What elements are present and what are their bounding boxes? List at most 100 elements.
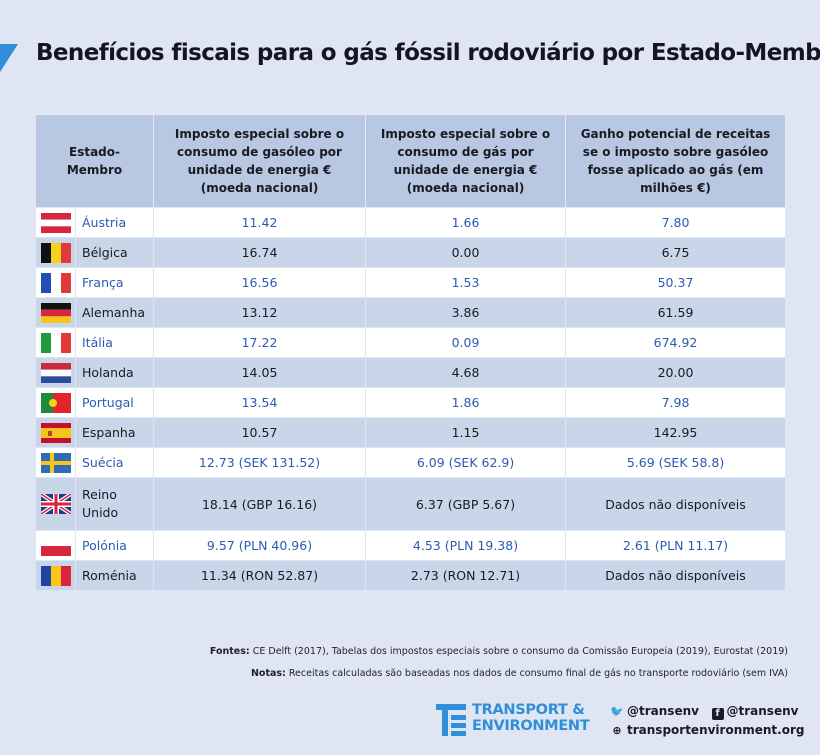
table-row: Alemanha 13.12 3.86 61.59 bbox=[35, 297, 787, 328]
country-name: Roménia bbox=[74, 560, 155, 591]
flag-cell bbox=[35, 297, 76, 328]
flag-cell bbox=[35, 237, 76, 268]
gas-tax-value: 6.37 (GBP 5.67) bbox=[365, 477, 567, 531]
country-name: Polónia bbox=[74, 530, 155, 561]
header-gas-tax: Imposto especial sobre o consumo de gás … bbox=[365, 114, 567, 208]
header-revenue-gain: Ganho potencial de receitas se o imposto… bbox=[565, 114, 787, 208]
sources-note: Fontes: CE Delft (2017), Tabelas dos imp… bbox=[210, 646, 788, 657]
gas-tax-value: 1.53 bbox=[365, 267, 567, 298]
revenue-gain-value: 6.75 bbox=[565, 237, 787, 268]
diesel-tax-value: 17.22 bbox=[153, 327, 367, 358]
gas-tax-value: 3.86 bbox=[365, 297, 567, 328]
portugal-flag-icon bbox=[40, 392, 71, 413]
flag-cell bbox=[35, 447, 76, 478]
tax-benefits-table: Estado-Membro Imposto especial sobre o c… bbox=[34, 114, 787, 591]
table-row: Portugal 13.54 1.86 7.98 bbox=[35, 387, 787, 418]
diesel-tax-value: 13.12 bbox=[153, 297, 367, 328]
revenue-gain-value: 50.37 bbox=[565, 267, 787, 298]
gas-tax-value: 6.09 (SEK 62.9) bbox=[365, 447, 567, 478]
diesel-tax-value: 9.57 (PLN 40.96) bbox=[153, 530, 367, 561]
table-row: Polónia 9.57 (PLN 40.96) 4.53 (PLN 19.38) 2… bbox=[35, 530, 787, 561]
flag-cell bbox=[35, 417, 76, 448]
country-name: França bbox=[74, 267, 155, 298]
revenue-gain-value: 674.92 bbox=[565, 327, 787, 358]
revenue-gain-value: 61.59 bbox=[565, 297, 787, 328]
gas-tax-value: 2.73 (RON 12.71) bbox=[365, 560, 567, 591]
revenue-gain-value: 7.98 bbox=[565, 387, 787, 418]
sources-text: CE Delft (2017), Tabelas dos impostos es… bbox=[249, 646, 788, 657]
table-header-row: Estado-Membro Imposto especial sobre o c… bbox=[34, 114, 787, 208]
country-name: Espanha bbox=[74, 417, 155, 448]
diesel-tax-value: 14.05 bbox=[153, 357, 367, 388]
flag-cell bbox=[35, 387, 76, 418]
table-row: Bélgica 16.74 0.00 6.75 bbox=[35, 237, 787, 268]
diesel-tax-value: 12.73 (SEK 131.52) bbox=[153, 447, 367, 478]
gas-tax-value: 1.86 bbox=[365, 387, 567, 418]
notes-note: Notas: Receitas calculadas são baseadas … bbox=[251, 668, 788, 679]
header-member-state: Estado-Membro bbox=[34, 114, 155, 208]
gas-tax-value: 0.00 bbox=[365, 237, 567, 268]
italy-flag-icon bbox=[40, 332, 71, 353]
gas-tax-value: 0.09 bbox=[365, 327, 567, 358]
netherlands-flag-icon bbox=[40, 362, 71, 383]
flag-cell bbox=[35, 357, 76, 388]
country-name: Suécia bbox=[74, 447, 155, 478]
gas-tax-value: 4.53 (PLN 19.38) bbox=[365, 530, 567, 561]
sweden-flag-icon bbox=[40, 452, 71, 473]
diesel-tax-value: 16.56 bbox=[153, 267, 367, 298]
website-link[interactable]: transportenvironment.org bbox=[627, 723, 805, 737]
germany-flag-icon bbox=[40, 302, 71, 323]
country-name: Portugal bbox=[74, 387, 155, 418]
country-name: Bélgica bbox=[74, 237, 155, 268]
te-logo: TRANSPORT & ENVIRONMENT bbox=[436, 700, 590, 740]
facebook-icon: f bbox=[711, 708, 724, 720]
notes-label: Notas: bbox=[250, 668, 286, 679]
twitter-handle[interactable]: @transenv bbox=[627, 704, 699, 718]
sources-label: Fontes: bbox=[209, 646, 250, 657]
table-row: Itália 17.22 0.09 674.92 bbox=[35, 327, 787, 358]
notes-text: Receitas calculadas são baseadas nos dad… bbox=[285, 668, 788, 679]
page-title: Benefícios fiscais para o gás fóssil rod… bbox=[36, 40, 820, 66]
facebook-handle[interactable]: @transenv bbox=[726, 704, 799, 718]
revenue-gain-value: 7.80 bbox=[565, 207, 787, 238]
revenue-gain-value: Dados não disponíveis bbox=[565, 477, 787, 531]
france-flag-icon bbox=[40, 272, 71, 293]
header-diesel-tax: Imposto especial sobre o consumo de gasó… bbox=[153, 114, 367, 208]
country-name: Holanda bbox=[74, 357, 155, 388]
flag-cell bbox=[35, 560, 76, 591]
diesel-tax-value: 16.74 bbox=[153, 237, 367, 268]
country-name: Reino Unido bbox=[74, 477, 155, 531]
table-row: Reino Unido 18.14 (GBP 16.16) 6.37 (GBP 5.… bbox=[35, 477, 787, 531]
logo-line-2: ENVIRONMENT bbox=[472, 718, 590, 734]
flag-cell bbox=[35, 530, 76, 561]
uk-flag-icon bbox=[40, 494, 71, 514]
revenue-gain-value: 5.69 (SEK 58.8) bbox=[565, 447, 787, 478]
diesel-tax-value: 10.57 bbox=[153, 417, 367, 448]
table-row: Suécia 12.73 (SEK 131.52) 6.09 (SEK 62.9) 5… bbox=[35, 447, 787, 478]
diesel-tax-value: 11.42 bbox=[153, 207, 367, 238]
diesel-tax-value: 18.14 (GBP 16.16) bbox=[153, 477, 367, 531]
flag-cell bbox=[35, 267, 76, 298]
revenue-gain-value: 142.95 bbox=[565, 417, 787, 448]
te-logo-icon bbox=[436, 704, 466, 736]
table-row: Roménia 11.34 (RON 52.87) 2.73 (RON 12.71)… bbox=[35, 560, 787, 591]
belgium-flag-icon bbox=[40, 242, 71, 263]
revenue-gain-value: 20.00 bbox=[565, 357, 787, 388]
table-row: Espanha 10.57 1.15 142.95 bbox=[35, 417, 787, 448]
gas-tax-value: 1.66 bbox=[365, 207, 567, 238]
spain-flag-icon bbox=[40, 422, 71, 443]
table-body: Áustria 11.42 1.66 7.80 Bélgica 16.74 0.00 6.75… bbox=[35, 207, 787, 591]
social-links: 🐦 @transenv f @transenv ⊕ transportenvironm… bbox=[610, 702, 804, 740]
diesel-tax-value: 13.54 bbox=[153, 387, 367, 418]
logo-line-1: TRANSPORT & bbox=[472, 702, 585, 718]
austria-flag-icon bbox=[40, 212, 71, 233]
country-name: Itália bbox=[74, 327, 155, 358]
table-row: Áustria 11.42 1.66 7.80 bbox=[35, 207, 787, 238]
romania-flag-icon bbox=[40, 565, 71, 586]
revenue-gain-value: Dados não disponíveis bbox=[565, 560, 787, 591]
gas-tax-value: 4.68 bbox=[365, 357, 567, 388]
diesel-tax-value: 11.34 (RON 52.87) bbox=[153, 560, 367, 591]
flag-cell bbox=[35, 327, 76, 358]
table-row: Holanda 14.05 4.68 20.00 bbox=[35, 357, 787, 388]
country-name: Áustria bbox=[74, 207, 155, 238]
